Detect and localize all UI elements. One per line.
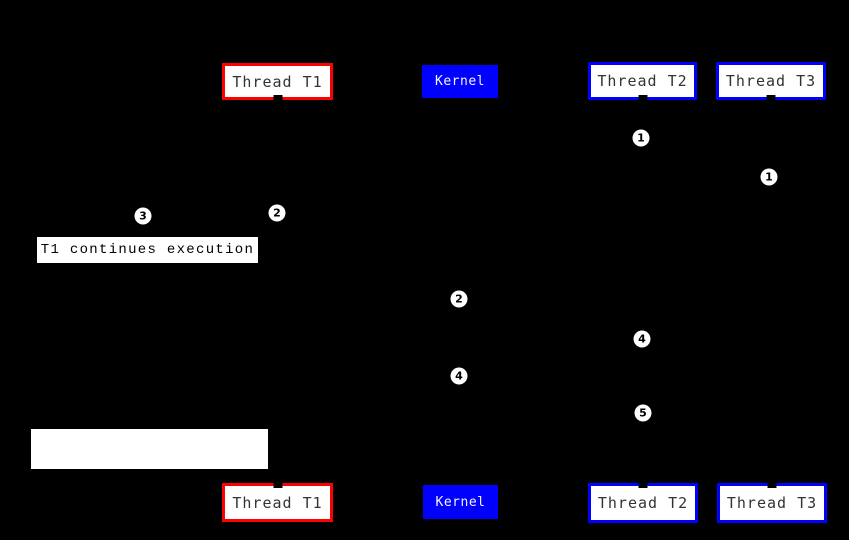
thread-t3-label: Thread T3 — [725, 72, 817, 90]
step-marker-5: 5 — [634, 404, 652, 422]
thread-t1-box-top: Thread T1 — [222, 63, 333, 100]
thread-t3-box-top: Thread T3 — [716, 62, 826, 100]
thread-t1-label: Thread T1 — [232, 72, 323, 91]
kernel-box-bottom: Kernel — [423, 485, 498, 519]
connector-notch — [638, 95, 647, 100]
thread-t2-label: Thread T2 — [597, 494, 689, 512]
connector-notch — [273, 483, 282, 488]
blank-label-box — [31, 429, 268, 469]
connector-notch — [766, 95, 776, 100]
step-marker-4: 4 — [450, 367, 468, 385]
connector-notch — [273, 95, 282, 100]
thread-t3-label: Thread T3 — [726, 494, 818, 512]
thread-t3-box-bottom: Thread T3 — [717, 483, 827, 523]
step-marker-1: 1 — [632, 129, 650, 147]
connector-notch — [767, 483, 777, 488]
step-marker-4: 4 — [633, 330, 651, 348]
t1-continues-execution-text: T1 continues execution — [40, 242, 255, 258]
kernel-label: Kernel — [435, 74, 485, 89]
thread-t1-box-bottom: Thread T1 — [222, 483, 333, 522]
thread-t1-label: Thread T1 — [232, 493, 323, 512]
thread-t2-box-bottom: Thread T2 — [588, 483, 698, 523]
step-marker-3: 3 — [134, 207, 152, 225]
kernel-box-top: Kernel — [422, 65, 498, 98]
kernel-label: Kernel — [435, 494, 486, 510]
step-marker-2: 2 — [450, 290, 468, 308]
thread-t2-box-top: Thread T2 — [588, 62, 697, 100]
t1-continues-execution-label: T1 continues execution — [37, 237, 258, 263]
step-marker-1: 1 — [760, 168, 778, 186]
thread-t2-label: Thread T2 — [597, 72, 688, 90]
connector-notch — [638, 483, 648, 488]
step-marker-2: 2 — [268, 204, 286, 222]
